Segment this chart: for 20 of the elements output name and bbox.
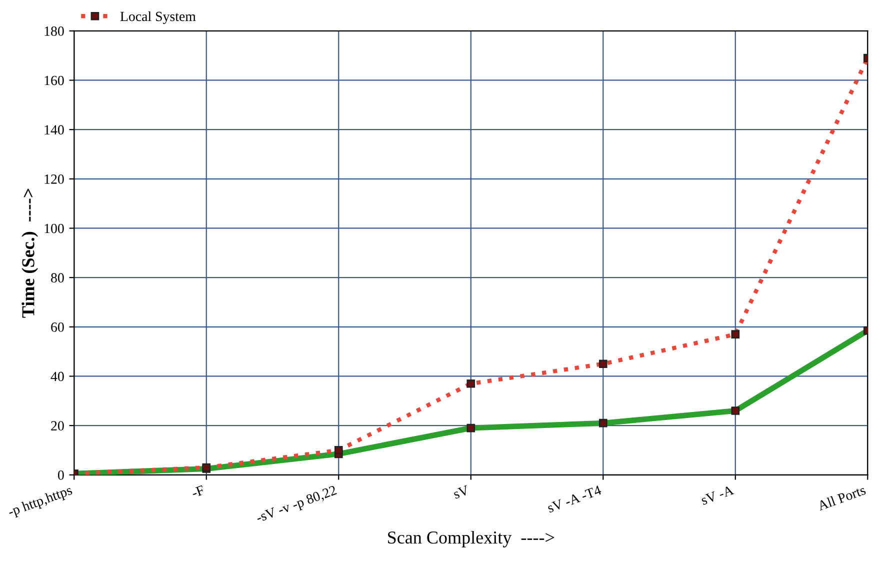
y-tick-label: 40 xyxy=(50,372,64,382)
y-tick-label: 100 xyxy=(44,224,64,234)
x-tick-label: sV -A xyxy=(700,485,734,506)
x-tick-label: sV -A -T4 xyxy=(546,485,602,513)
x-tick-label: All Ports xyxy=(816,484,866,511)
y-tick-label: 20 xyxy=(51,421,64,431)
y-tick-label: 160 xyxy=(44,76,64,86)
y-tick-label: 120 xyxy=(44,174,64,184)
x-tick-label: -p http,https xyxy=(7,484,74,520)
x-tick-label: -F xyxy=(191,485,205,498)
y-tick-label: 140 xyxy=(44,125,64,135)
y-tick-label: 180 xyxy=(44,26,64,36)
legend-label: Local System xyxy=(120,11,196,24)
y-axis-title: Time (Sec.) ----> xyxy=(22,188,38,318)
x-tick-label: sV xyxy=(452,485,470,499)
y-tick-label: 0 xyxy=(58,470,64,480)
x-axis-title: Scan Complexity ----> xyxy=(388,530,554,548)
y-tick-label: 60 xyxy=(51,322,64,332)
x-tick-label: -sV -v -p 80,22 xyxy=(255,485,338,526)
y-tick-label: 80 xyxy=(51,273,64,283)
